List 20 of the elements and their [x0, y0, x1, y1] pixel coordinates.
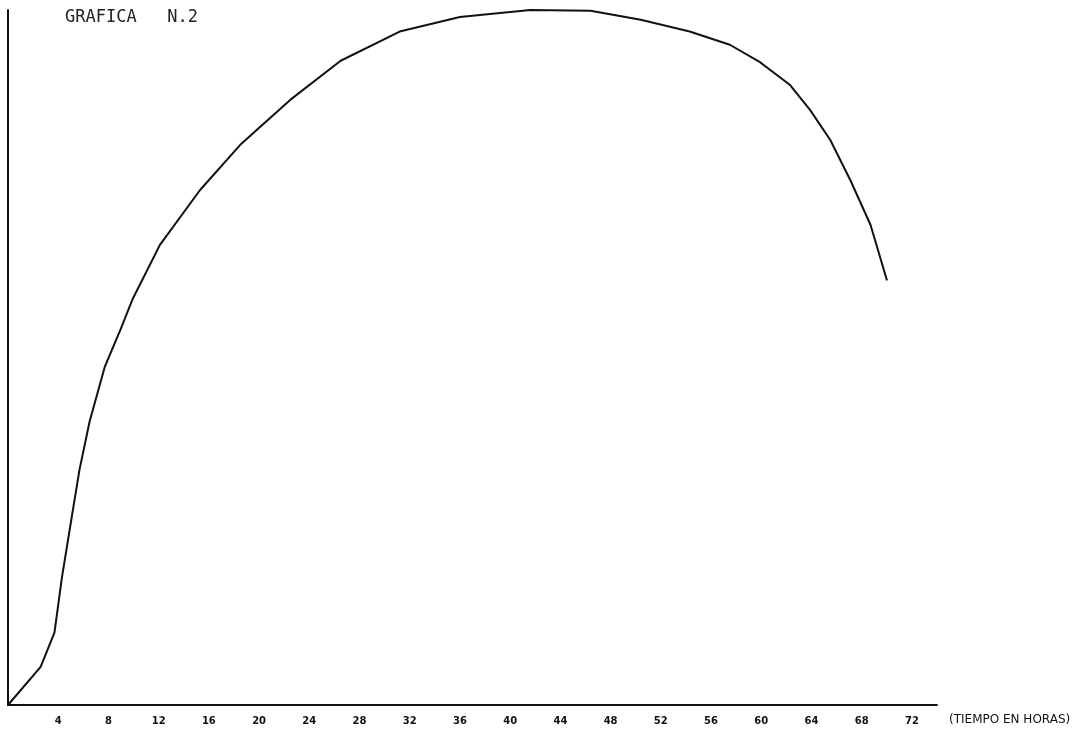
x-tick-label: 72	[904, 714, 919, 726]
x-tick-label: 16	[201, 714, 216, 726]
x-tick-label: 24	[302, 714, 317, 726]
x-tick-label: 28	[352, 714, 367, 726]
x-tick-label: 40	[503, 714, 518, 726]
x-axis-title: (TIEMPO EN HORAS)	[949, 712, 1071, 726]
x-tick-label: 44	[553, 714, 568, 726]
x-tick-label: 68	[854, 714, 869, 726]
x-tick-label: 56	[704, 714, 719, 726]
chart-title: GRAFICA N.2	[65, 5, 199, 26]
x-tick-label: 4	[54, 714, 62, 726]
x-tick-label: 60	[754, 714, 769, 726]
x-tick-label: 8	[104, 714, 112, 726]
x-tick-label: 32	[402, 714, 417, 726]
x-tick-label: 48	[603, 714, 618, 726]
x-tick-label: 20	[252, 714, 267, 726]
x-tick-label: 52	[653, 714, 668, 726]
x-tick-label: 36	[452, 714, 467, 726]
x-tick-label: 64	[804, 714, 819, 726]
x-tick-label: 12	[151, 714, 166, 726]
